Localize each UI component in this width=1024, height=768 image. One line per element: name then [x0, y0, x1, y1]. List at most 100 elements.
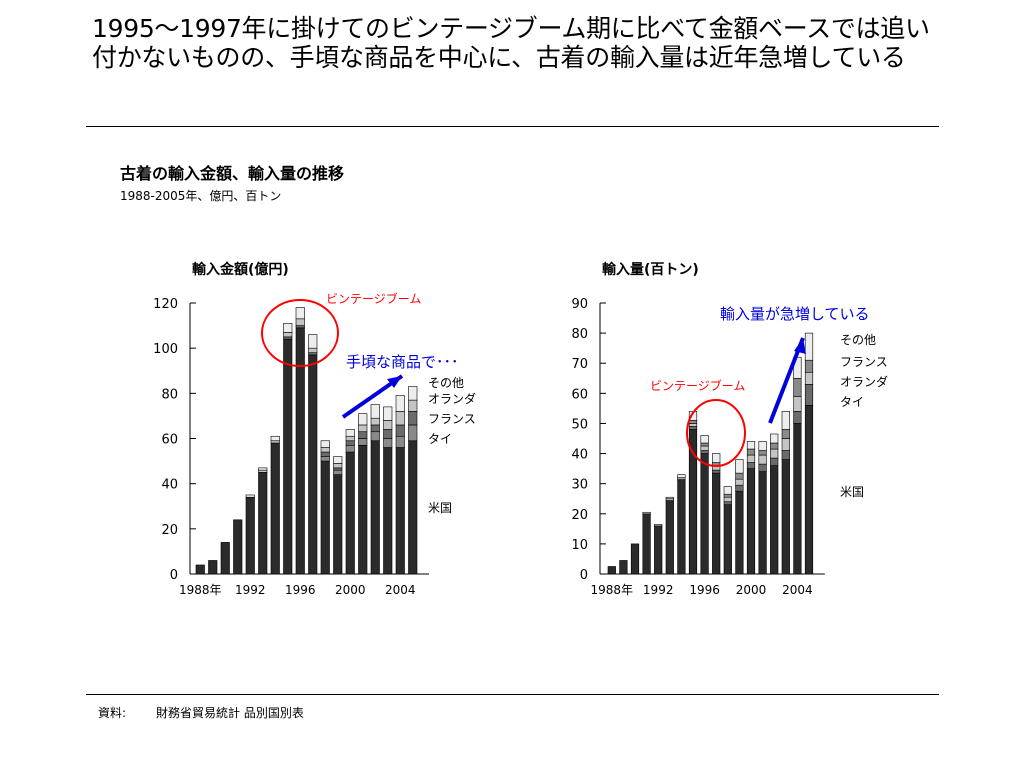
bar-segment: [308, 354, 318, 575]
bar-segment: [383, 420, 393, 430]
increase-arrow-head: [794, 338, 806, 354]
bar-segment: [333, 467, 343, 471]
bar-segment: [770, 442, 779, 450]
legend-label: その他: [840, 333, 876, 347]
bar-segment: [320, 451, 330, 457]
bar-segment: [395, 395, 405, 412]
bar-segment: [804, 371, 814, 385]
bar-segment: [770, 465, 779, 575]
bar-segment: [283, 336, 293, 340]
y-tick-label: 40: [161, 478, 178, 493]
bar-segment: [712, 453, 721, 463]
bar-segment: [395, 424, 405, 437]
increase-arrow-label: 輸入量が急増している: [720, 305, 870, 323]
figure-title: 古着の輸入金額、輸入量の推移: [120, 164, 345, 183]
bar-segment: [295, 325, 305, 329]
increase-arrow-label: 手頃な商品で･･･: [346, 353, 459, 371]
bar-segment: [804, 384, 814, 406]
bar-segment: [654, 525, 663, 575]
bar-segment: [746, 454, 756, 463]
legend-label: フランス: [428, 412, 476, 426]
bar-segment: [700, 445, 709, 451]
bar-segment: [245, 496, 255, 575]
bar-segment: [735, 459, 744, 474]
x-tick-label: 2004: [385, 583, 416, 597]
bar-segment: [333, 474, 343, 575]
bar-segment: [746, 448, 756, 456]
bar-segment: [758, 471, 767, 575]
vintage-boom-label: ビンテージブーム: [326, 291, 421, 306]
bar-segment: [195, 564, 205, 575]
x-tick-label: 2000: [736, 583, 767, 597]
bar-segment: [723, 496, 732, 503]
bar-segment: [793, 411, 802, 424]
bar-segment: [383, 438, 393, 448]
source-text: 財務省貿易統計 品別国別表: [156, 706, 304, 720]
bar-segment: [395, 447, 405, 575]
y-tick-label: 70: [571, 357, 588, 372]
bar-segment: [208, 560, 218, 575]
bar-segment: [688, 420, 698, 424]
bar-segment: [758, 454, 767, 465]
bar-segment: [395, 411, 405, 426]
bar-segment: [642, 513, 651, 575]
volume-chart: 輸入量(百トン) 0 10 20 30 40 50 60 70 80 90 1988年 1992 1996…: [571, 261, 888, 597]
bar-segment: [723, 493, 732, 498]
bar-segment: [781, 438, 790, 451]
bar-segment: [408, 424, 418, 442]
bar-segment: [735, 490, 744, 575]
x-tick-label: 1992: [643, 583, 674, 597]
bar-segment: [665, 496, 674, 500]
x-tick-label: 1996: [689, 583, 720, 597]
bar-segment: [619, 560, 628, 575]
bar-segment: [758, 463, 767, 472]
bar-segment: [358, 438, 368, 446]
bar-segment: [370, 440, 380, 575]
bar-segment: [735, 472, 744, 480]
bar-segment: [270, 440, 280, 444]
bar-segment: [245, 494, 255, 498]
bar-segment: [258, 472, 268, 575]
bar-segment: [700, 442, 709, 447]
bar-segment: [804, 332, 814, 361]
bar-segment: [233, 519, 243, 575]
bar-segment: [395, 435, 405, 448]
bar-segment: [712, 472, 721, 575]
bar-segment: [781, 411, 790, 430]
bar-segment: [358, 413, 368, 426]
bar-segment: [688, 426, 698, 430]
bar-segment: [700, 450, 709, 454]
legend-label: オランダ: [840, 374, 888, 389]
bar-segment: [408, 440, 418, 575]
bar-segment: [333, 469, 343, 475]
bar-segment: [295, 327, 305, 575]
bar-segment: [688, 423, 698, 427]
bar-segment: [654, 524, 663, 527]
bar-segment: [723, 486, 732, 495]
bar-segment: [804, 405, 814, 575]
bar-segment: [308, 352, 318, 356]
bar-segment: [370, 404, 380, 419]
bar-segment: [370, 431, 380, 442]
figure-subtitle: 1988-2005年、億円、百トン: [120, 189, 282, 203]
bar-segment: [370, 417, 380, 426]
bar-segment: [283, 332, 293, 338]
y-tick-label: 50: [571, 417, 588, 432]
bar-segment: [383, 406, 393, 421]
bar-segment: [383, 447, 393, 575]
y-tick-label: 10: [571, 538, 588, 553]
amount-chart: 輸入金額(億円) 0 20 40 60 80 100 120 1988年 1992 1996 2000…: [153, 261, 476, 597]
bar-segment: [358, 444, 368, 575]
bar-segment: [345, 440, 355, 446]
bar-segment: [295, 318, 305, 326]
y-tick-label: 40: [571, 448, 588, 463]
x-tick-label: 1996: [285, 583, 316, 597]
bar-segment: [735, 478, 744, 486]
bar-segment: [758, 441, 767, 451]
y-tick-label: 20: [571, 508, 588, 523]
y-tick-label: 120: [153, 297, 178, 312]
bar-segment: [723, 504, 732, 575]
y-tick-label: 90: [571, 297, 588, 312]
x-tick-label: 1988年: [591, 583, 634, 597]
legend-label: オランダ: [428, 391, 476, 406]
